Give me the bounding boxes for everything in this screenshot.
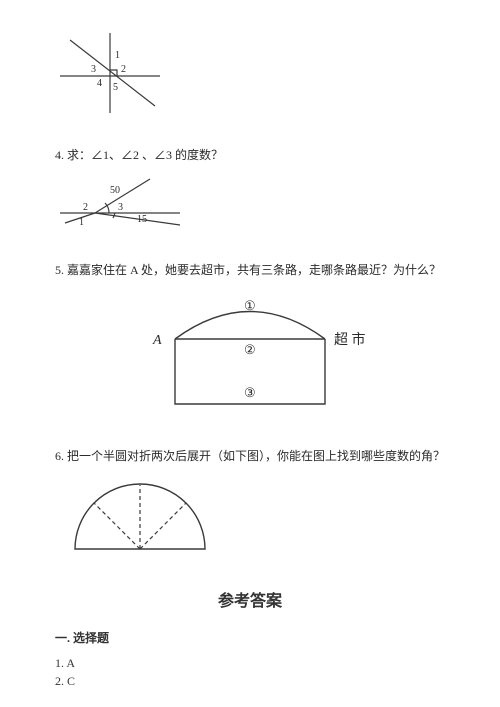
angle-label-3: 3 [91, 64, 96, 75]
question-4-text: 4. 求：∠1、∠2 、∠3 的度数？ [55, 146, 445, 165]
angle-label-1: 1 [115, 50, 120, 61]
angle-label-5: 5 [113, 82, 118, 93]
label-market: 超 市 [334, 331, 366, 348]
label-A: A [152, 333, 162, 348]
answers-section-head: 一. 选择题 [55, 629, 445, 646]
figure-paths-to-market: A 超 市 ① ② ③ [55, 294, 445, 423]
question-4: 4. 求：∠1、∠2 、∠3 的度数？ 50 3 2 1 15 [55, 146, 445, 237]
question-5: 5. 嘉嘉家住在 A 处，她要去超市，共有三条路，走哪条路最近？为什么？ A 超… [55, 261, 445, 423]
label-path-1: ① [244, 298, 256, 313]
label-path-2: ② [244, 342, 256, 357]
answers-block: 参考答案 一. 选择题 1. A 2. C [55, 587, 445, 690]
figure-angles-50-15: 50 3 2 1 15 [55, 173, 445, 237]
label-50: 50 [110, 185, 120, 196]
label-path-3: ③ [244, 385, 256, 400]
answer-item-2: 2. C [55, 672, 445, 690]
label-angle-3: 3 [118, 202, 123, 213]
figure-semicircle-folds [65, 479, 445, 563]
angle-label-4: 4 [97, 78, 102, 89]
answers-title: 参考答案 [55, 587, 445, 611]
answer-item-1: 1. A [55, 654, 445, 672]
angle-label-2: 2 [121, 64, 126, 75]
figure-intersecting-lines: 1 2 3 4 5 [55, 28, 445, 122]
question-6: 6. 把一个半圆对折两次后展开（如下图），你能在图上找到哪些度数的角？ [55, 447, 445, 562]
question-6-text: 6. 把一个半圆对折两次后展开（如下图），你能在图上找到哪些度数的角？ [55, 447, 445, 466]
question-3-figure-block: 1 2 3 4 5 [55, 28, 445, 122]
question-5-text: 5. 嘉嘉家住在 A 处，她要去超市，共有三条路，走哪条路最近？为什么？ [55, 261, 445, 280]
label-angle-2: 2 [83, 202, 88, 213]
label-15: 15 [137, 214, 147, 225]
label-angle-1: 1 [79, 217, 84, 228]
